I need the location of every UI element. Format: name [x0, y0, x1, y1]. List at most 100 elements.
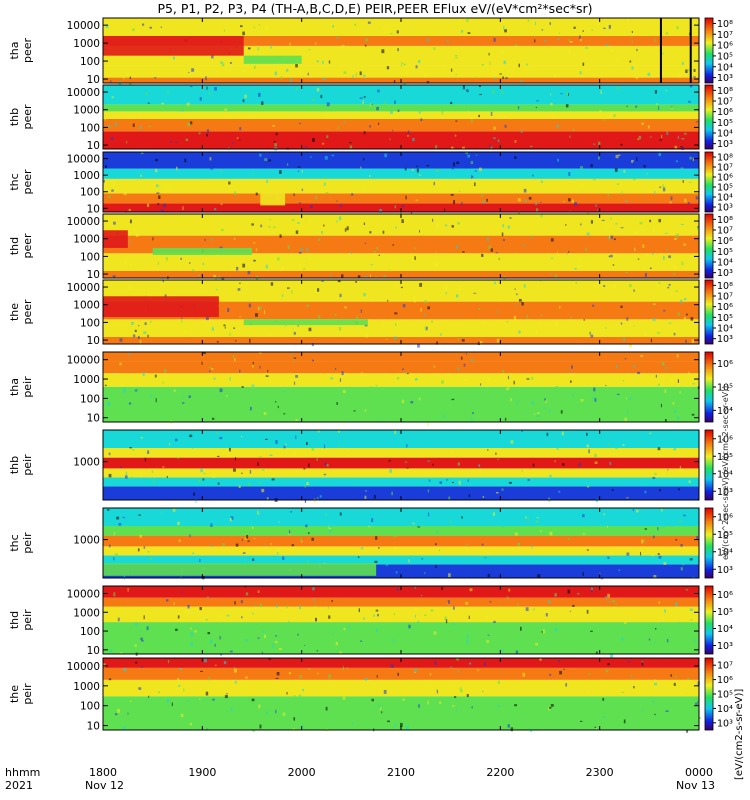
speckle — [503, 238, 505, 242]
speckle — [334, 313, 337, 316]
speckle — [394, 336, 397, 340]
speckle — [478, 114, 480, 118]
speckle — [667, 286, 670, 289]
speckle — [683, 317, 687, 320]
speckle — [572, 394, 574, 396]
speckle — [387, 299, 389, 302]
speckle — [401, 399, 405, 404]
speckle — [466, 18, 469, 22]
speckle — [559, 670, 562, 675]
speckle — [221, 228, 224, 232]
speckle — [644, 490, 647, 494]
speckle — [105, 473, 107, 476]
speckle — [235, 543, 239, 547]
speckle — [301, 169, 303, 173]
colorbar-tick-label: 10⁵ — [717, 247, 733, 258]
speckle — [673, 272, 675, 276]
speckle — [450, 193, 454, 196]
speckle — [263, 412, 267, 415]
speckle — [338, 327, 342, 331]
speckle — [487, 449, 489, 451]
speckle — [275, 440, 278, 444]
speckle — [206, 86, 208, 90]
speckle — [162, 381, 164, 384]
speckle — [355, 281, 358, 283]
speckle — [329, 525, 332, 528]
speckle — [169, 442, 171, 446]
speckle — [306, 304, 310, 307]
speckle — [592, 626, 596, 630]
speckle — [560, 410, 563, 414]
speckle — [517, 198, 521, 202]
speckle — [384, 100, 387, 105]
speckle — [482, 690, 484, 693]
speckle — [386, 66, 390, 70]
speckle — [586, 485, 590, 488]
colorbar-unit-label-overlap: eV/(cm^2-sec-sr-eV) (eV/(cm^2-sec-sr-eV)… — [721, 386, 730, 560]
band-thb-peer-2 — [103, 111, 699, 119]
speckle — [557, 158, 559, 162]
speckle — [287, 621, 290, 624]
speckle — [643, 165, 646, 168]
speckle — [494, 281, 496, 285]
speckle — [242, 263, 246, 268]
speckle — [625, 397, 627, 400]
speckle — [467, 32, 471, 35]
speckle — [579, 38, 582, 42]
speckle — [533, 608, 535, 611]
speckle — [690, 619, 693, 621]
speckle — [140, 666, 144, 668]
speckle — [111, 189, 114, 192]
speckle — [224, 640, 227, 645]
speckle — [239, 315, 241, 318]
colorbar-tick-label: 10⁸ — [717, 153, 733, 164]
speckle — [443, 415, 446, 419]
speckle — [427, 700, 429, 705]
speckle — [177, 615, 180, 619]
speckle — [305, 524, 308, 528]
speckle — [688, 100, 691, 103]
speckle — [634, 232, 638, 235]
speckle — [228, 181, 231, 185]
speckle — [304, 499, 307, 503]
speckle — [424, 572, 426, 574]
speckle — [171, 702, 173, 707]
speckle — [417, 343, 420, 348]
speckle — [266, 27, 269, 30]
speckle — [468, 488, 472, 491]
speckle — [443, 208, 446, 212]
speckle — [292, 328, 294, 330]
speckle — [313, 605, 317, 607]
speckle — [383, 689, 387, 694]
speckle — [451, 224, 454, 228]
speckle — [116, 516, 120, 520]
speckle — [637, 230, 639, 234]
panel-label-probe: thd — [8, 237, 21, 255]
speckle — [506, 321, 509, 323]
speckle — [487, 634, 490, 636]
speckle — [588, 673, 590, 676]
panel-label-product: peer — [21, 104, 34, 130]
speckle — [413, 295, 416, 300]
speckle — [184, 158, 187, 163]
speckle — [680, 692, 683, 695]
speckle — [510, 398, 512, 402]
speckle — [497, 139, 500, 143]
speckle — [664, 389, 667, 394]
speckle — [240, 600, 243, 604]
speckle — [630, 643, 634, 646]
speckle — [593, 143, 596, 145]
speckle — [275, 677, 279, 679]
speckle — [258, 86, 261, 88]
speckle — [520, 80, 523, 83]
speckle — [275, 132, 278, 136]
speckle — [412, 522, 415, 525]
speckle — [377, 89, 380, 93]
speckle — [534, 21, 537, 26]
speckle — [514, 43, 518, 46]
speckle — [662, 187, 666, 192]
speckle — [416, 165, 418, 167]
speckle — [328, 615, 331, 619]
speckle — [123, 192, 127, 196]
